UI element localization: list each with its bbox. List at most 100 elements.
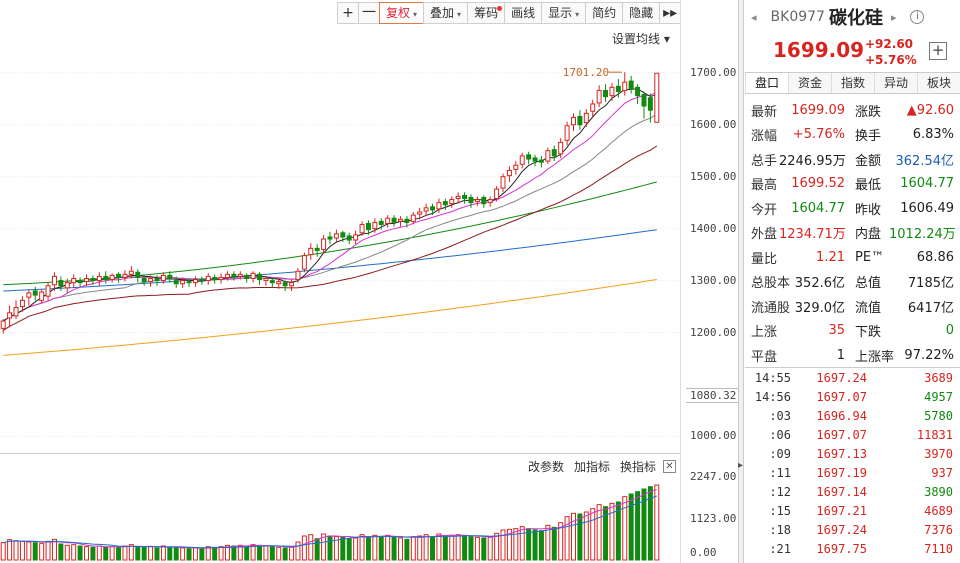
candle-body[interactable] — [397, 218, 403, 222]
candle-body[interactable] — [558, 141, 564, 155]
volume-bar[interactable] — [199, 548, 205, 561]
candle-body[interactable] — [346, 235, 352, 241]
candle-body[interactable] — [103, 275, 109, 281]
volume-bar[interactable] — [32, 542, 38, 561]
candle-body[interactable] — [199, 279, 205, 282]
volume-bar[interactable] — [410, 536, 416, 561]
volume-bar[interactable] — [442, 535, 448, 561]
volume-bar[interactable] — [513, 528, 519, 561]
candle-body[interactable] — [513, 164, 519, 170]
volume-bar[interactable] — [327, 535, 333, 561]
volume-bar[interactable] — [353, 537, 359, 561]
volume-bar[interactable] — [340, 536, 346, 561]
volume-bar[interactable] — [397, 537, 403, 561]
volume-bar[interactable] — [603, 506, 609, 561]
candle-body[interactable] — [545, 150, 551, 162]
volume-bar[interactable] — [385, 534, 391, 561]
tab-3[interactable]: 异动 — [874, 73, 917, 93]
switch-indicator-button[interactable]: 换指标 — [620, 460, 657, 474]
volume-bar[interactable] — [622, 496, 628, 561]
volume-bar[interactable] — [506, 528, 512, 561]
candle-body[interactable] — [250, 272, 256, 279]
volume-bar[interactable] — [58, 543, 64, 561]
volume-bar[interactable] — [372, 534, 378, 561]
candle-body[interactable] — [0, 320, 6, 329]
volume-bar[interactable] — [590, 508, 596, 561]
tab-0[interactable]: 盘口 — [745, 73, 788, 93]
candle-body[interactable] — [481, 196, 487, 205]
volume-bar[interactable] — [321, 533, 327, 561]
candle-body[interactable] — [430, 206, 436, 211]
candle-body[interactable] — [526, 154, 532, 160]
volume-bar[interactable] — [308, 534, 314, 561]
volume-bar[interactable] — [615, 501, 621, 561]
candle-body[interactable] — [7, 312, 13, 319]
volume-chart[interactable] — [0, 476, 680, 563]
candle-body[interactable] — [596, 89, 602, 104]
volume-bar[interactable] — [45, 540, 51, 561]
volume-bar[interactable] — [577, 513, 583, 561]
volume-bar[interactable] — [141, 546, 147, 561]
volume-bar[interactable] — [481, 537, 487, 561]
volume-bar[interactable] — [250, 544, 256, 561]
candle-body[interactable] — [353, 234, 359, 241]
volume-bar[interactable] — [487, 536, 493, 561]
volume-bar[interactable] — [51, 538, 57, 561]
candle-body[interactable] — [109, 274, 115, 281]
candle-body[interactable] — [180, 280, 186, 285]
candle-body[interactable] — [141, 277, 147, 283]
volume-bar[interactable] — [596, 504, 602, 561]
candle-body[interactable] — [173, 280, 179, 285]
volume-bar[interactable] — [359, 534, 365, 561]
volume-bar[interactable] — [128, 544, 134, 561]
volume-bar[interactable] — [378, 536, 384, 561]
volume-bar[interactable] — [558, 522, 564, 561]
volume-bar[interactable] — [244, 545, 250, 561]
candle-body[interactable] — [391, 217, 397, 223]
volume-bar[interactable] — [84, 546, 89, 561]
volume-bar[interactable] — [417, 535, 423, 561]
volume-bar[interactable] — [333, 536, 339, 561]
candle-body[interactable] — [327, 236, 333, 240]
add-watchlist-button[interactable]: + — [929, 42, 947, 60]
candle-body[interactable] — [455, 195, 461, 199]
candle-body[interactable] — [77, 280, 83, 284]
volume-bar[interactable] — [526, 528, 532, 561]
candle-body[interactable] — [487, 199, 493, 204]
zoom-out-button[interactable]: 一 — [358, 2, 380, 24]
candle-body[interactable] — [263, 277, 269, 282]
candle-body[interactable] — [160, 274, 166, 282]
candle-body[interactable] — [282, 282, 288, 287]
candle-body[interactable] — [237, 273, 243, 277]
panel-splitter[interactable] — [738, 0, 744, 563]
candle-body[interactable] — [442, 201, 448, 206]
volume-bar[interactable] — [231, 545, 237, 561]
next-stock-icon[interactable]: ▸ — [890, 10, 897, 24]
candle-body[interactable] — [218, 276, 224, 281]
volume-bar[interactable] — [7, 539, 13, 561]
candle-body[interactable] — [276, 281, 282, 285]
volume-bar[interactable] — [180, 547, 186, 561]
add-indicator-button[interactable]: 加指标 — [574, 460, 611, 474]
volume-bar[interactable] — [269, 546, 275, 561]
candle-body[interactable] — [135, 271, 141, 278]
volume-bar[interactable] — [365, 536, 371, 561]
candle-body[interactable] — [154, 277, 160, 282]
candle-body[interactable] — [404, 218, 410, 223]
volume-bar[interactable] — [19, 540, 25, 561]
volume-bar[interactable] — [90, 546, 96, 561]
volume-bar[interactable] — [237, 544, 243, 561]
volume-bar[interactable] — [391, 536, 397, 561]
candle-body[interactable] — [90, 277, 96, 282]
candle-body[interactable] — [365, 222, 371, 231]
volume-bar[interactable] — [474, 536, 480, 561]
candle-body[interactable] — [628, 80, 634, 89]
volume-bar[interactable] — [135, 546, 141, 561]
candle-body[interactable] — [385, 217, 391, 224]
volume-bar[interactable] — [494, 532, 500, 561]
candle-body[interactable] — [571, 116, 576, 126]
volume-bar[interactable] — [186, 548, 192, 561]
candle-body[interactable] — [359, 223, 365, 234]
prev-stock-icon[interactable]: ◂ — [751, 10, 757, 24]
volume-bar[interactable] — [519, 526, 525, 561]
